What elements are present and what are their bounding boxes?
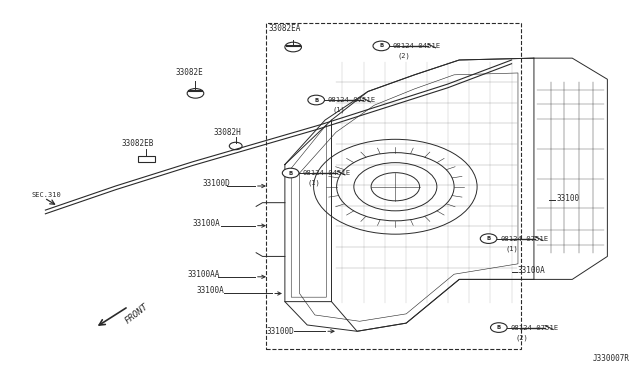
Circle shape [282,168,299,178]
Text: 08124-0751E: 08124-0751E [510,325,559,331]
Text: B: B [379,44,383,48]
Text: 33100A: 33100A [518,266,546,275]
Circle shape [373,41,390,51]
Text: 33100A: 33100A [196,286,224,295]
Text: 08124-0451E: 08124-0451E [393,43,441,49]
Text: 08124-0451E: 08124-0451E [302,170,350,176]
Text: 08124-0751E: 08124-0751E [500,235,548,242]
Text: FRONT: FRONT [124,302,150,326]
Circle shape [490,323,507,333]
Text: (1): (1) [307,180,320,186]
Bar [266,23,521,349]
Text: B: B [314,97,318,103]
Text: 33082E: 33082E [175,68,203,77]
Bar [138,155,155,161]
Circle shape [308,95,324,105]
Circle shape [480,234,497,243]
Text: J330007R: J330007R [593,354,630,363]
Text: (1): (1) [505,246,518,252]
Text: 33100D: 33100D [203,179,230,187]
Text: (2): (2) [398,53,411,59]
Text: SEC.310: SEC.310 [31,192,61,198]
Text: 08124-0751E: 08124-0751E [328,97,376,103]
Text: 33100AA: 33100AA [188,270,220,279]
Text: 33100: 33100 [556,195,579,203]
Text: B: B [497,325,501,330]
Text: 33082EB: 33082EB [122,139,154,148]
Text: 33100A: 33100A [193,219,220,228]
Text: (2): (2) [515,334,528,341]
Text: (1): (1) [333,107,346,113]
Text: 33100D: 33100D [266,327,294,336]
Text: B: B [486,236,491,241]
Text: 33082H: 33082H [214,128,241,137]
Text: B: B [289,170,292,176]
Text: 33082EA: 33082EA [269,24,301,33]
